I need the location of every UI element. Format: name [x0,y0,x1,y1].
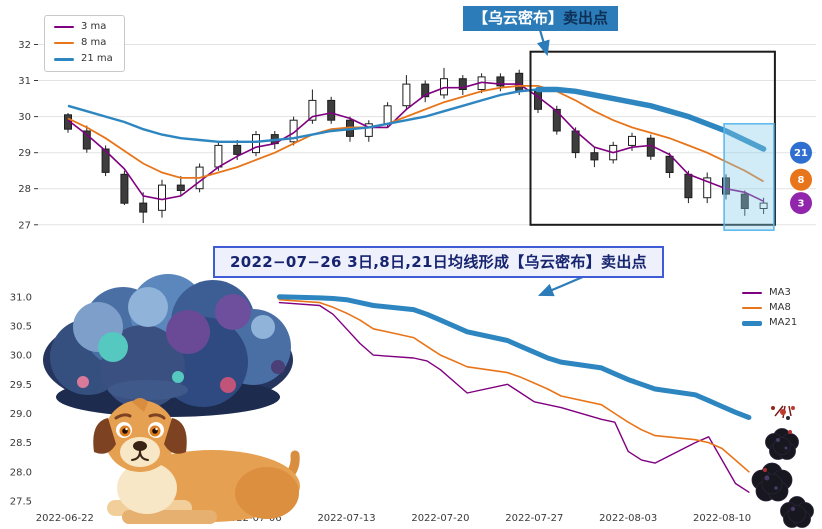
bottom-y-axis: 27.5 28.0 28.5 29.0 29.5 30.0 30.5 31.0 [10,292,32,507]
ma21-badge [790,141,812,164]
svg-text:31: 31 [18,76,31,87]
legend-label: 8 ma [81,37,107,48]
ma21-line [67,88,765,151]
legend-item-3-ma: 3 ma [54,22,113,32]
ma8-badge [790,168,812,191]
candles [64,67,768,223]
svg-text:30.0: 30.0 [10,351,32,362]
legend-label: 21 ma [81,53,113,64]
top-y-axis: 27 28 29 30 31 32 [18,40,38,231]
legend-label: MA3 [769,287,791,298]
sell-point-callout: 【乌云密布】卖出点 [463,6,619,31]
legend-label: MA8 [769,302,791,313]
svg-text:2022-08-03: 2022-08-03 [599,513,657,524]
svg-text:2022-08-10: 2022-08-10 [693,513,751,524]
ma8-line [67,85,765,183]
legend-line-swatch [742,292,762,294]
signal-banner-text: 2022−07−26 3日,8日,21日均线形成【乌云密布】卖出点 [230,253,647,271]
legend-line-swatch [54,57,74,61]
bottom-ma-line-chart: 27.5 28.0 28.5 29.0 29.5 30.0 30.5 31.0 2022-06-… [10,274,752,524]
ma-badges: 21 8 3 [790,141,812,215]
callout-sell-label: 卖出点 [563,9,609,27]
legend-label: 3 ma [81,21,107,32]
banner-arrow [537,274,586,297]
svg-text:27.5: 27.5 [10,497,32,508]
legend-item-ma3: MA3 [742,288,797,298]
legend-line-swatch [742,320,762,326]
callout-arrow [536,29,550,57]
svg-text:2022-07-13: 2022-07-13 [317,513,375,524]
ma8-line [278,298,750,473]
svg-text:30.5: 30.5 [10,321,32,332]
svg-text:2022-07-20: 2022-07-20 [411,513,469,524]
svg-text:2022-07-06: 2022-07-06 [224,513,282,524]
ma21-thick-segment [535,86,767,152]
svg-text:28.5: 28.5 [10,438,32,449]
svg-text:3: 3 [798,199,805,210]
sell-zone-highlight [723,123,775,231]
callout-pattern-name: 【乌云密布】 [473,9,564,27]
top-chart-legend: 3 ma 8 ma 21 ma [44,15,125,72]
legend-item-8-ma: 8 ma [54,38,113,48]
bottom-chart-legend: MA3 MA8 MA21 [742,288,797,328]
ma3-badge [790,192,812,215]
svg-text:2022-06-22: 2022-06-22 [36,513,94,524]
svg-text:21: 21 [794,148,808,159]
pattern-region-box [529,50,776,226]
bottom-x-axis: 2022-06-22 2022-06-29 2022-07-06 2022-07-13… [36,513,751,524]
legend-label: MA21 [769,317,798,328]
top-candlestick-chart: 27 28 29 30 31 32 21 8 3 [18,29,816,231]
svg-text:31.0: 31.0 [10,292,32,303]
svg-text:32: 32 [18,40,31,51]
svg-text:27: 27 [18,220,31,231]
legend-item-ma21: MA21 [742,318,797,328]
svg-text:28.0: 28.0 [10,467,32,478]
ma21-line [276,294,752,420]
svg-text:30: 30 [18,112,31,123]
legend-item-21-ma: 21 ma [54,54,113,64]
legend-line-swatch [54,26,74,28]
legend-line-swatch [742,307,762,309]
svg-text:29.5: 29.5 [10,380,32,391]
svg-text:29: 29 [18,148,31,159]
svg-text:29.0: 29.0 [10,409,32,420]
svg-text:2022-07-27: 2022-07-27 [505,513,563,524]
legend-line-swatch [54,42,74,44]
ma3-line [278,301,750,493]
svg-text:8: 8 [798,175,805,186]
signal-banner: 2022−07−26 3日,8日,21日均线形成【乌云密布】卖出点 [213,246,664,278]
ma3-line [67,81,764,203]
svg-text:2022-06-29: 2022-06-29 [130,513,188,524]
svg-text:28: 28 [18,184,31,195]
legend-item-ma8: MA8 [742,303,797,313]
